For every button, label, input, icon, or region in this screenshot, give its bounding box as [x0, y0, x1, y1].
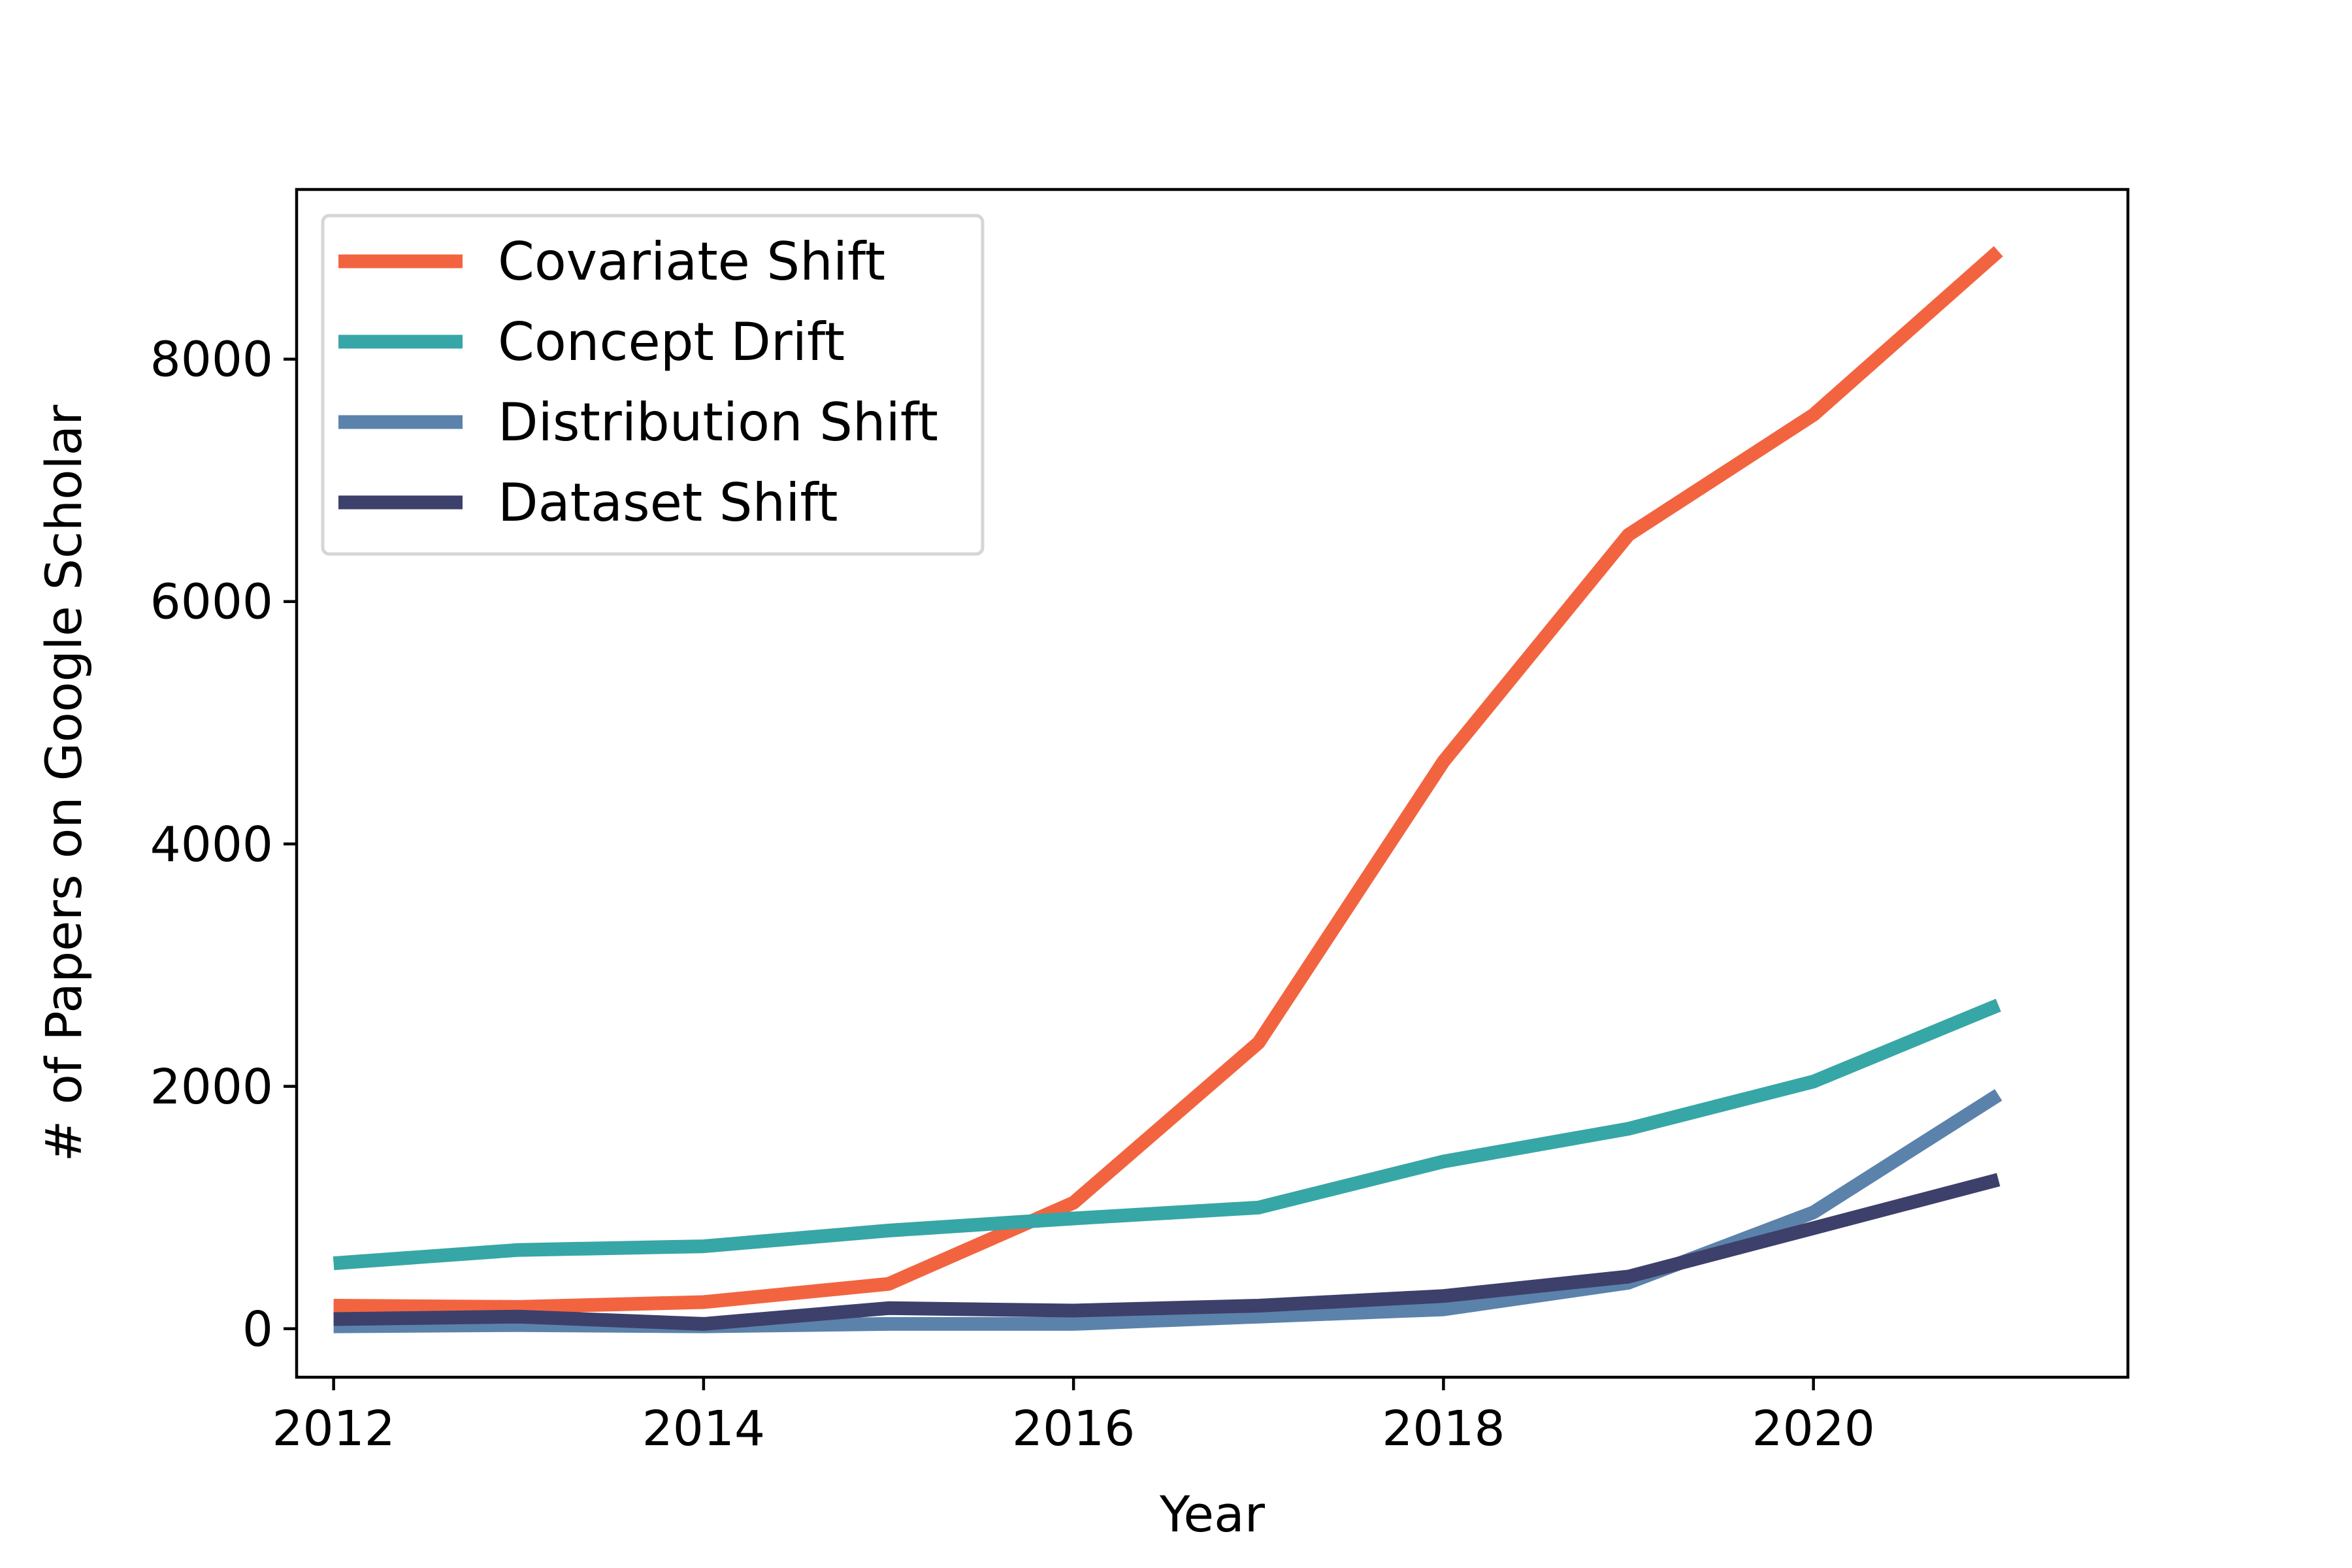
x-tick-label: 2016 [1012, 1401, 1135, 1457]
plot-frame [295, 188, 2130, 1379]
x-tick-label: 2020 [1752, 1401, 1875, 1457]
y-tick-label: 8000 [150, 332, 273, 388]
x-axis-label: Year [1159, 1485, 1266, 1543]
series-line-dataset-shift [333, 1173, 2001, 1331]
y-tick-label: 0 [242, 1301, 273, 1358]
legend-label-distribution-shift: Distribution Shift [498, 392, 938, 453]
series-layer [333, 246, 2003, 1333]
y-tick-label: 2000 [150, 1059, 273, 1115]
legend-label-concept-drift: Concept Drift [498, 312, 845, 372]
series-line-covariate-shift [333, 246, 2003, 1314]
series-line-concept-drift [333, 998, 2001, 1271]
ticks-layer: 2012 2014 2016 2018 2020 0 2000 4000 6000 8000 [150, 332, 1875, 1457]
x-tick-label: 2018 [1382, 1401, 1505, 1457]
x-tick-label: 2012 [272, 1401, 395, 1457]
y-axis-label: # of Papers on Google Scholar [35, 404, 93, 1162]
y-tick-label: 4000 [150, 817, 273, 873]
x-tick-label: 2014 [642, 1401, 765, 1457]
legend-label-covariate-shift: Covariate Shift [498, 231, 885, 292]
y-tick-label: 6000 [150, 574, 273, 630]
legend-label-dataset-shift: Dataset Shift [498, 472, 838, 533]
legend-box [321, 214, 985, 556]
legend: Covariate Shift Concept Drift Distribution… [321, 214, 985, 556]
